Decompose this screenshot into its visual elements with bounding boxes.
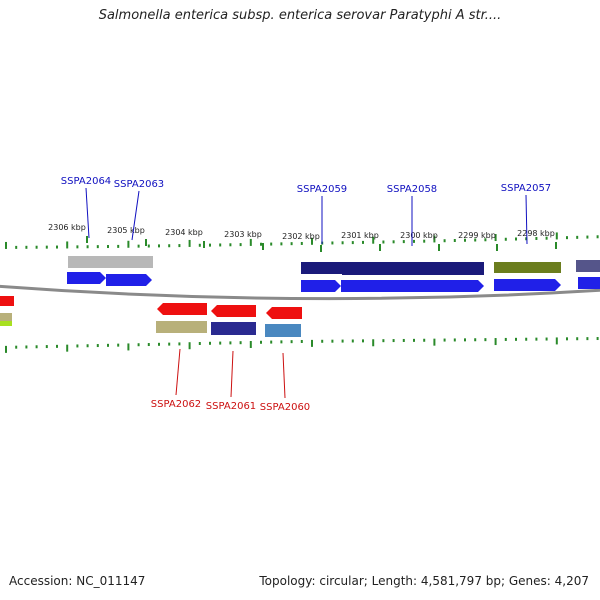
reverse-gene-label: SSPA2060 bbox=[260, 402, 310, 413]
scale-label: 2302 kbp bbox=[282, 232, 320, 241]
gene-leader-line bbox=[230, 350, 234, 398]
scale-label: 2298 kbp bbox=[517, 229, 555, 238]
forward-gene-label: SSPA2063 bbox=[114, 179, 164, 190]
cog-bar-top bbox=[576, 260, 600, 272]
reverse-gene bbox=[266, 307, 302, 319]
scale-label: 2303 kbp bbox=[224, 230, 262, 239]
topology-label: Topology: circular; Length: 4,581,797 bp… bbox=[259, 574, 589, 588]
cog-bar-top bbox=[68, 256, 153, 268]
gene-leader-line bbox=[131, 190, 140, 241]
scale-label: 2300 kbp bbox=[400, 231, 438, 240]
accession-label: Accession: NC_011147 bbox=[9, 574, 146, 588]
cog-bar-top bbox=[342, 262, 484, 275]
forward-gene-label: SSPA2064 bbox=[61, 176, 111, 187]
edge-gene-fragment bbox=[0, 296, 14, 306]
forward-gene bbox=[106, 274, 152, 286]
forward-gene-label: SSPA2057 bbox=[501, 183, 551, 194]
edge-cog-fragment bbox=[0, 321, 12, 326]
scale-label: 2306 kbp bbox=[48, 223, 86, 232]
forward-gene-label: SSPA2058 bbox=[387, 184, 437, 195]
cog-bar-bottom bbox=[265, 324, 301, 337]
gene-leader-line bbox=[525, 194, 528, 245]
forward-gene bbox=[301, 280, 341, 292]
forward-gene bbox=[67, 272, 106, 284]
scale-label: 2304 kbp bbox=[165, 228, 203, 237]
genome-backbone bbox=[0, 284, 600, 301]
gene-leader-line bbox=[282, 352, 286, 399]
reverse-gene bbox=[157, 303, 207, 315]
cog-bar-bottom bbox=[156, 321, 207, 333]
forward-gene-label: SSPA2059 bbox=[297, 184, 347, 195]
scale-label: 2301 kbp bbox=[341, 231, 379, 240]
scale-label: 2305 kbp bbox=[107, 226, 145, 235]
reverse-gene-label: SSPA2062 bbox=[151, 399, 201, 410]
cog-bar-bottom bbox=[211, 322, 256, 335]
gene-leader-line bbox=[85, 187, 90, 239]
scale-label: 2299 kbp bbox=[458, 231, 496, 240]
forward-gene bbox=[341, 280, 484, 292]
forward-gene bbox=[494, 279, 561, 291]
gene-leader-line bbox=[175, 348, 181, 396]
edge-cog-fragment bbox=[0, 313, 12, 321]
cog-bar-top bbox=[301, 262, 342, 274]
forward-gene-edge bbox=[578, 277, 600, 289]
reverse-gene-label: SSPA2061 bbox=[206, 401, 256, 412]
reverse-gene bbox=[211, 305, 256, 317]
genome-title: Salmonella enterica subsp. enterica sero… bbox=[98, 8, 502, 23]
cog-bar-top bbox=[494, 262, 561, 273]
